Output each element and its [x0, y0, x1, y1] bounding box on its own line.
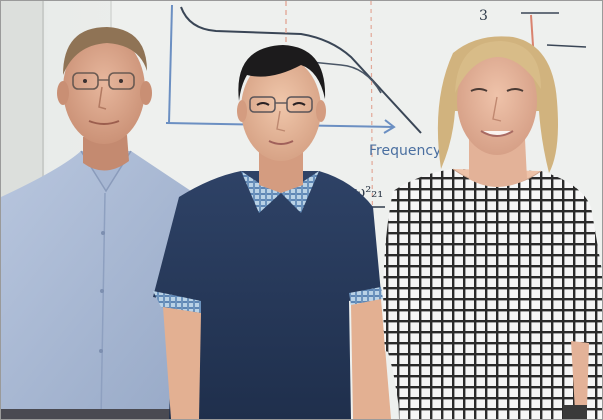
person-right: [383, 36, 602, 419]
axis-label: Frequency: [369, 143, 441, 159]
person-left: [1, 27, 206, 419]
person-center: [153, 45, 391, 419]
whiteboard-digit: 3: [479, 8, 488, 24]
